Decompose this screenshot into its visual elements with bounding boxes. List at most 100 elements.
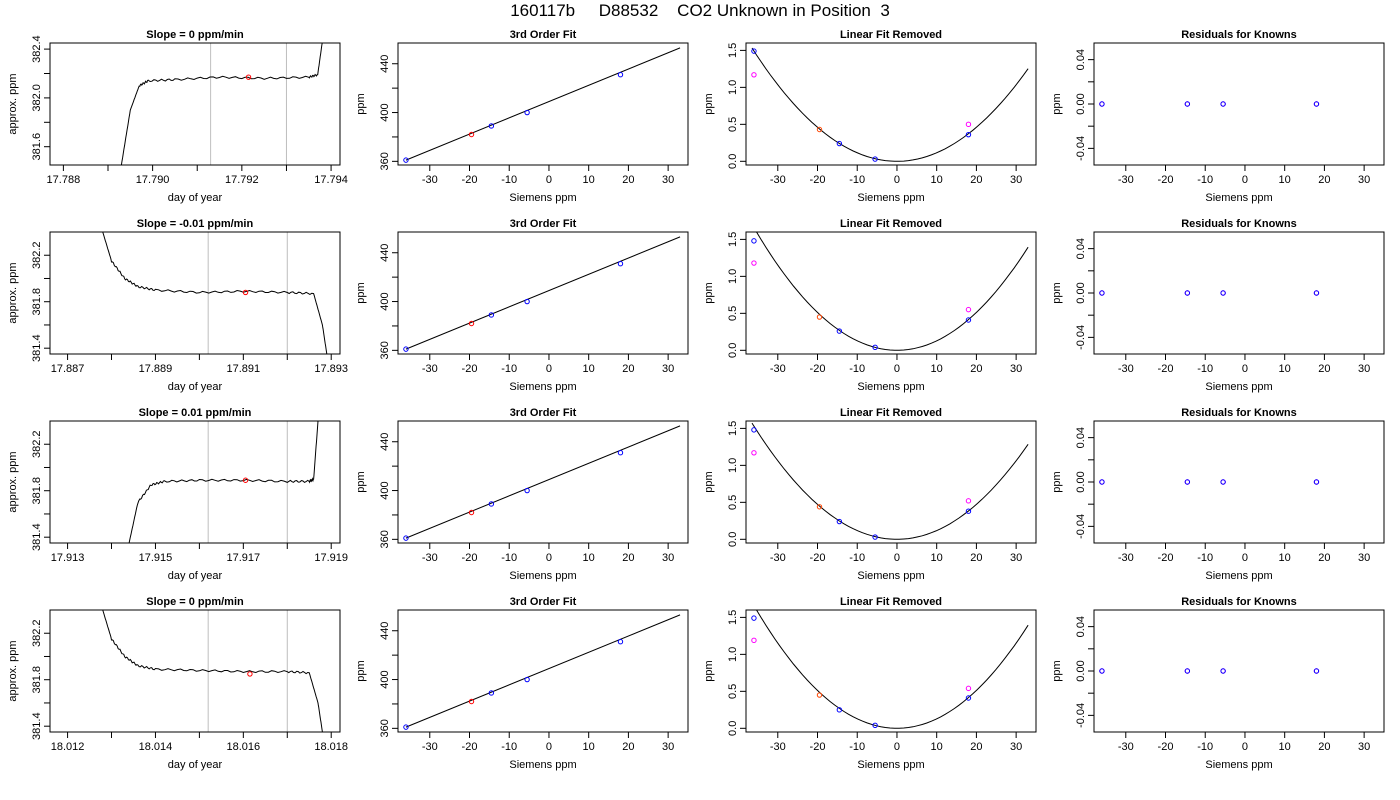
- x-tick-label: -10: [1197, 741, 1213, 753]
- x-tick-label: 0: [546, 741, 552, 753]
- y-axis-label: ppm: [355, 471, 367, 492]
- panel-r3-c2: 3rd Order Fit -30 -20 -10 0 10 20 30 360 400 440 Si…: [355, 407, 689, 582]
- plot-frame: [745, 231, 1037, 355]
- data-layer: [120, 43, 323, 165]
- data-point: [965, 306, 972, 313]
- data-point: [524, 298, 530, 305]
- x-tick-label: 10: [931, 174, 943, 186]
- x-axis-label: Siemens ppm: [1205, 192, 1272, 204]
- panel-title: Slope = 0 ppm/min: [146, 29, 244, 41]
- x-tick-label: 20: [622, 174, 634, 186]
- y-tick-label: 400: [379, 670, 391, 688]
- y-tick-label: 0.04: [1075, 427, 1087, 448]
- y-tick-label: 381.6: [31, 133, 43, 161]
- page-title: 160117b D88532 CO2 Unknown in Position 3: [510, 1, 890, 20]
- y-axis-label: approx. ppm: [7, 640, 19, 701]
- data-point: [965, 121, 972, 128]
- x-tick-label: 17.788: [47, 174, 81, 186]
- panel-title: Linear Fit Removed: [840, 407, 942, 419]
- x-tick-label: 0: [894, 363, 900, 375]
- x-tick-label: 0: [894, 552, 900, 564]
- y-axis-label: ppm: [703, 471, 715, 492]
- data-point: [965, 695, 972, 701]
- x-tick-label: -20: [810, 363, 826, 375]
- panel-r1-c4: Residuals for Knowns -30 -20 -10 0 10 20 30 -0.0…: [1051, 29, 1385, 204]
- plot-frame: [49, 42, 341, 166]
- data-point: [1220, 479, 1226, 485]
- data-point: [965, 508, 972, 514]
- panel-r1-c3: Linear Fit Removed -30 -20 -10 0 10 20 30 0.0 0.5…: [703, 29, 1037, 204]
- data-point: [1099, 479, 1105, 485]
- y-tick-label: 1.5: [727, 610, 739, 625]
- y-tick-label: 440: [379, 244, 391, 262]
- x-axis-label: day of year: [168, 570, 223, 582]
- x-axis-label: day of year: [168, 759, 223, 771]
- data-layer: [751, 422, 1029, 540]
- x-tick-label: -20: [462, 552, 478, 564]
- x-tick-label: 0: [1242, 741, 1248, 753]
- data-point: [872, 722, 878, 729]
- data-point: [1099, 290, 1105, 296]
- x-tick-label: -20: [810, 741, 826, 753]
- x-tick-label: -30: [1118, 741, 1134, 753]
- x-tick-label: -20: [810, 552, 826, 564]
- x-tick-label: -10: [849, 174, 865, 186]
- y-tick-label: 1.0: [727, 458, 739, 473]
- x-tick-label: 10: [931, 741, 943, 753]
- y-tick-label: 1.5: [727, 421, 739, 436]
- data-point: [836, 140, 843, 147]
- plot-frame: [745, 420, 1037, 544]
- data-point: [488, 123, 495, 129]
- fit-curve: [755, 610, 1029, 729]
- y-axis-label: ppm: [355, 93, 367, 114]
- y-tick-label: 440: [379, 622, 391, 640]
- y-tick-label: 382.2: [31, 619, 43, 647]
- data-point: [751, 637, 757, 644]
- data-point: [816, 126, 823, 133]
- data-trace: [102, 610, 323, 732]
- data-point: [468, 131, 475, 138]
- y-tick-label: -0.04: [1075, 703, 1087, 728]
- data-point: [751, 260, 757, 266]
- x-tick-label: -30: [422, 552, 438, 564]
- x-tick-label: -10: [501, 174, 517, 186]
- data-point: [872, 344, 878, 351]
- x-tick-label: -20: [1158, 174, 1174, 186]
- data-point: [403, 157, 409, 163]
- y-tick-label: 360: [379, 530, 391, 548]
- y-tick-label: 381.4: [31, 712, 43, 740]
- y-tick-label: 0.5: [727, 684, 739, 699]
- panel-r2-c1: Slope = -0.01 ppm/min 17.887 17.889 17.891 1…: [7, 218, 348, 393]
- data-point: [1313, 101, 1320, 107]
- x-tick-label: 17.792: [225, 174, 259, 186]
- x-tick-label: 17.893: [314, 363, 348, 375]
- x-tick-label: 10: [1279, 174, 1291, 186]
- data-point: [403, 535, 409, 541]
- x-tick-label: 0: [894, 741, 900, 753]
- data-point: [751, 238, 757, 244]
- y-tick-label: 0.5: [727, 306, 739, 321]
- data-point: [965, 498, 972, 504]
- x-tick-label: -20: [1158, 741, 1174, 753]
- data-point: [751, 48, 757, 54]
- x-tick-label: 0: [1242, 174, 1248, 186]
- x-axis-label: Siemens ppm: [509, 570, 576, 582]
- y-tick-label: 400: [379, 292, 391, 310]
- x-tick-label: -20: [462, 174, 478, 186]
- x-axis-label: Siemens ppm: [857, 381, 924, 393]
- data-point: [617, 261, 624, 267]
- x-tick-label: 10: [931, 363, 943, 375]
- panel-title: 3rd Order Fit: [510, 218, 577, 230]
- y-tick-label: 0.00: [1075, 93, 1087, 114]
- x-tick-label: 0: [894, 174, 900, 186]
- data-point: [1313, 290, 1320, 296]
- data-point: [617, 72, 624, 78]
- data-point: [751, 450, 757, 456]
- x-tick-label: 18.018: [314, 741, 348, 753]
- x-tick-label: 20: [1318, 174, 1330, 186]
- x-tick-label: 10: [1279, 552, 1291, 564]
- x-tick-label: -30: [770, 174, 786, 186]
- x-tick-label: 17.794: [314, 174, 348, 186]
- data-layer: [102, 232, 328, 354]
